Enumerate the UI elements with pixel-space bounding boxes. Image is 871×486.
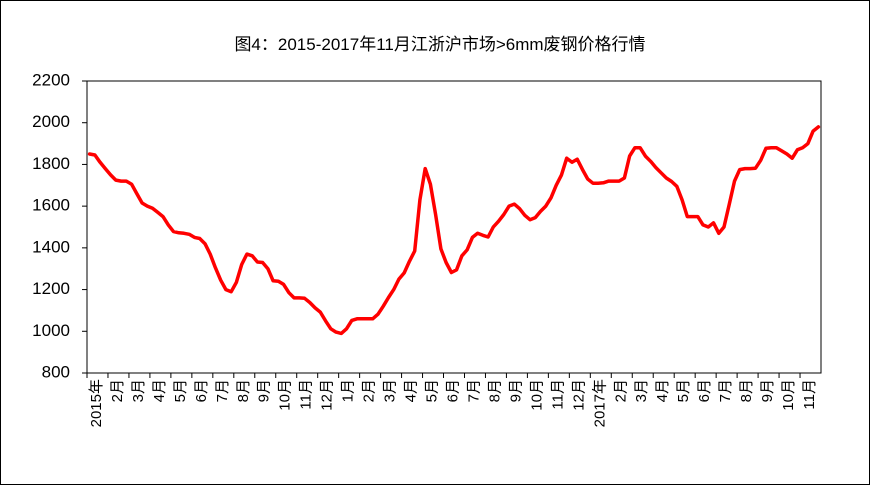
x-tick-label: 3月 (633, 379, 650, 402)
x-tick-label: 12月 (319, 379, 336, 411)
x-tick-label: 7月 (465, 379, 482, 402)
y-tick-label: 1000 (32, 321, 70, 340)
x-tick-label: 11月 (549, 379, 566, 410)
chart-title: 图4：2015-2017年11月江浙沪市场>6mm废钢价格行情 (234, 35, 645, 54)
x-tick-label: 8月 (738, 379, 755, 402)
y-tick-label: 800 (42, 362, 70, 381)
x-tick-label: 9月 (759, 379, 776, 402)
x-tick-label: 7月 (717, 379, 734, 402)
y-tick-label: 1400 (32, 237, 70, 256)
x-tick-label: 6月 (444, 379, 461, 402)
x-tick-label: 8月 (235, 379, 252, 402)
x-tick-label: 6月 (193, 379, 210, 402)
y-tick-label: 1600 (32, 196, 70, 215)
x-tick-label: 3月 (382, 379, 399, 402)
x-tick-label: 2月 (361, 379, 378, 402)
price-line (87, 125, 821, 336)
y-tick-label: 1200 (32, 279, 70, 298)
x-tick-label: 2月 (612, 379, 629, 402)
x-tick-label: 4月 (151, 379, 168, 402)
y-tick-label: 2000 (32, 112, 70, 131)
x-tick-label: 10月 (528, 379, 545, 411)
x-tick-label: 9月 (507, 379, 524, 402)
x-tick-label: 12月 (570, 379, 587, 411)
x-tick-label: 11月 (298, 379, 315, 410)
y-tick-label: 2200 (32, 70, 70, 89)
x-tick-label: 2月 (109, 379, 126, 402)
x-tick-label: 10月 (277, 379, 294, 411)
x-tick-label: 5月 (424, 379, 441, 402)
x-tick-label: 8月 (486, 379, 503, 402)
x-tick-label: 4月 (654, 379, 671, 402)
y-tick-label: 1800 (32, 154, 70, 173)
x-tick-label: 1月 (340, 379, 357, 402)
x-tick-label: 11月 (801, 379, 818, 410)
plot-border (86, 80, 822, 374)
x-tick-label: 2015年 (88, 379, 105, 427)
x-tick-label: 4月 (403, 379, 420, 402)
x-tick-label: 10月 (780, 379, 797, 411)
x-tick-label: 9月 (256, 379, 273, 402)
x-tick-label: 3月 (130, 379, 147, 402)
x-tick-label: 5月 (172, 379, 189, 402)
x-tick-label: 5月 (675, 379, 692, 402)
x-tick-label: 7月 (214, 379, 231, 402)
x-tick-label: 6月 (696, 379, 713, 402)
x-tick-label: 2017年 (591, 379, 608, 427)
